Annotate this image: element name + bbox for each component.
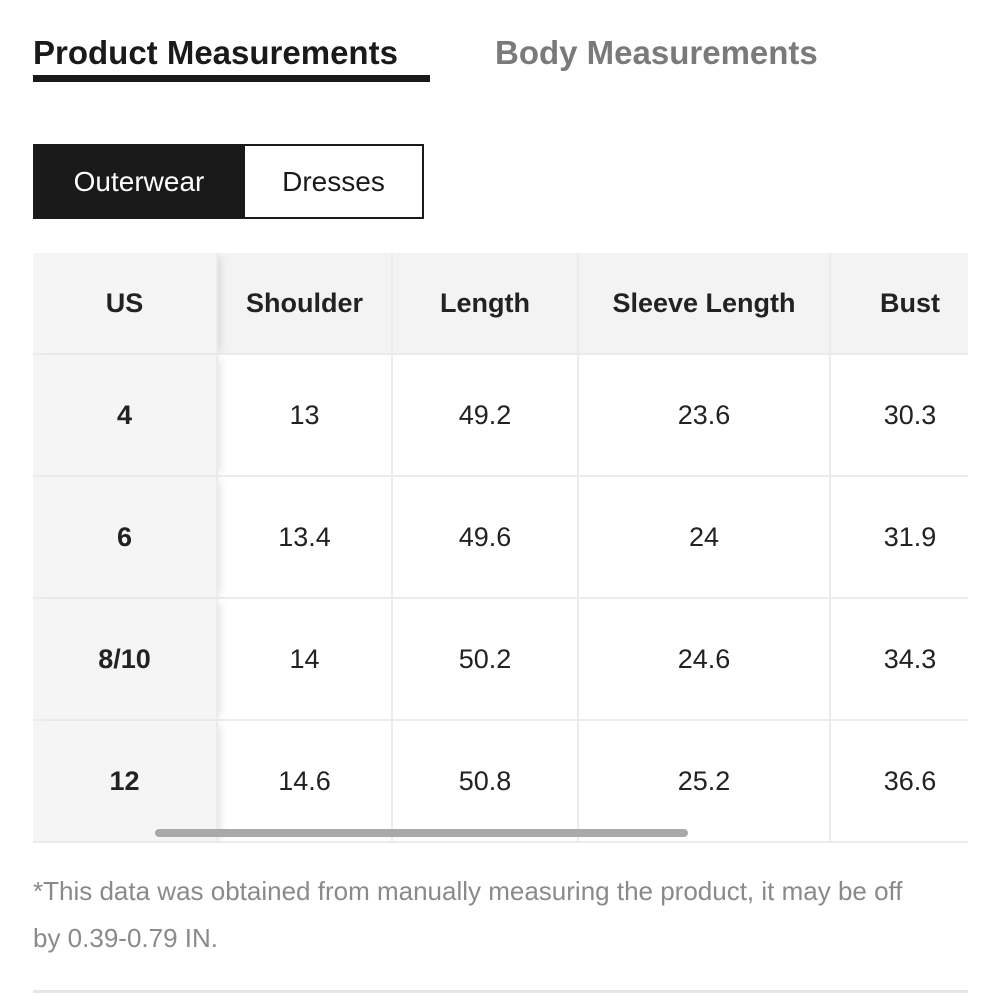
column-header: US [33, 253, 218, 355]
size-label: 6 [33, 477, 218, 599]
divider [33, 990, 968, 993]
measurement-cell: 14 [218, 599, 393, 721]
size-label: 4 [33, 355, 218, 477]
measurement-cell: 50.2 [393, 599, 579, 721]
measurement-cell: 13 [218, 355, 393, 477]
column-header: Sleeve Length [579, 253, 831, 355]
measurement-cell: 25.2 [579, 721, 831, 843]
measurement-cell: 49.6 [393, 477, 579, 599]
scrollbar[interactable] [155, 829, 688, 837]
measurement-table: US Shoulder Length Sleeve Length Bust 4 13 49.2… [33, 253, 968, 844]
measurement-cell: 30.3 [831, 355, 968, 477]
column-header: Length [393, 253, 579, 355]
measurement-cell: 31.9 [831, 477, 968, 599]
size-label: 8/10 [33, 599, 218, 721]
category-dresses[interactable]: Dresses [245, 144, 424, 219]
measurement-cell: 50.8 [393, 721, 579, 843]
size-label: 12 [33, 721, 218, 843]
measurement-cell: 36.6 [831, 721, 968, 843]
active-tab-underline [33, 75, 430, 82]
measurement-cell: 34.3 [831, 599, 968, 721]
measurement-cell: 24.6 [579, 599, 831, 721]
category-outerwear[interactable]: Outerwear [33, 144, 245, 219]
measurement-cell: 23.6 [579, 355, 831, 477]
measurement-cell: 49.2 [393, 355, 579, 477]
measurement-cell: 24 [579, 477, 831, 599]
column-header: Bust [831, 253, 968, 355]
measurement-cell: 14.6 [218, 721, 393, 843]
tab-product-measurements[interactable]: Product Measurements [33, 34, 398, 71]
tab-body-measurements[interactable]: Body Measurements [495, 34, 818, 71]
measurement-cell: 13.4 [218, 477, 393, 599]
column-header: Shoulder [218, 253, 393, 355]
footnote: *This data was obtained from manually me… [33, 876, 903, 953]
